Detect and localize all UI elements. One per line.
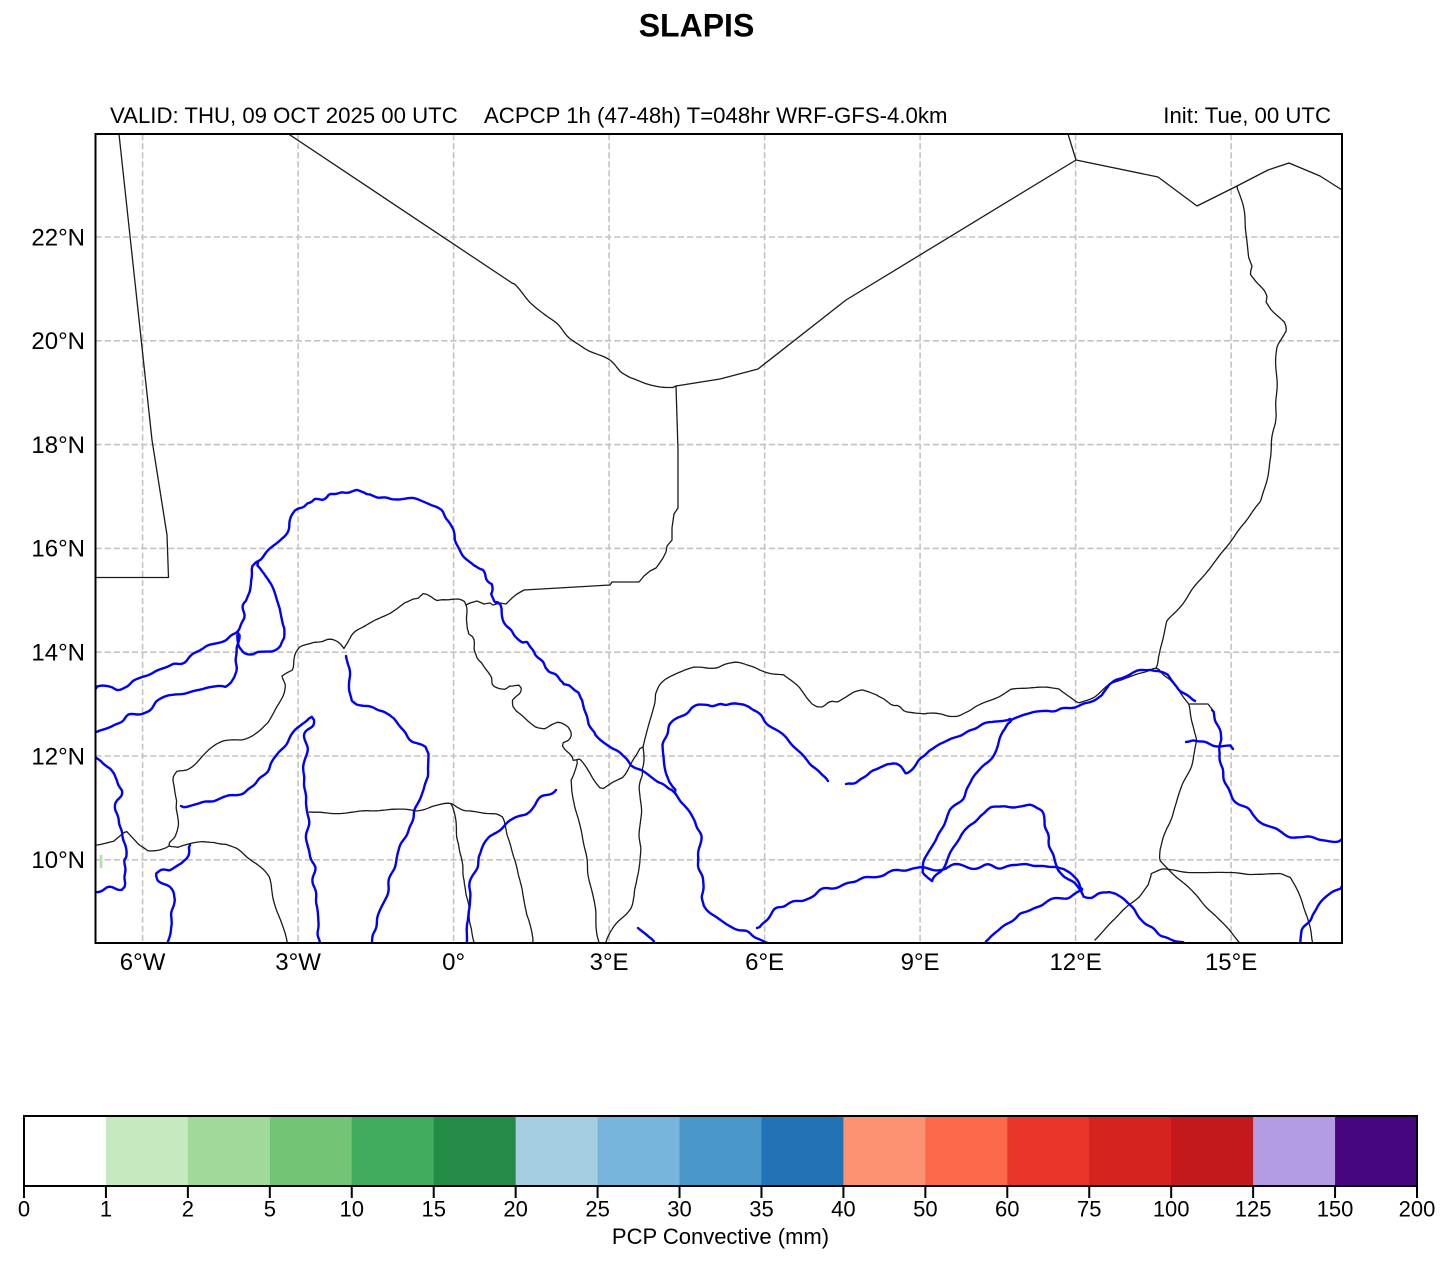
svg-text:Init: Tue, 00 UTC: Init: Tue, 00 UTC [1163,103,1331,128]
svg-text:6°E: 6°E [745,949,784,976]
svg-text:6°W: 6°W [120,949,166,976]
svg-text:15°E: 15°E [1205,949,1257,976]
svg-text:SLAPIS: SLAPIS [639,8,755,44]
svg-text:3°W: 3°W [275,949,321,976]
svg-text:PCP Convective (mm): PCP Convective (mm) [612,1224,829,1249]
svg-text:16°N: 16°N [31,536,85,563]
svg-text:12°N: 12°N [31,743,85,770]
svg-text:30: 30 [667,1197,691,1222]
svg-text:9°E: 9°E [901,949,940,976]
svg-text:15: 15 [421,1197,445,1222]
svg-text:100: 100 [1153,1197,1190,1222]
svg-text:20: 20 [503,1197,527,1222]
svg-text:12°E: 12°E [1049,949,1101,976]
svg-text:20°N: 20°N [31,328,85,355]
svg-text:150: 150 [1317,1197,1354,1222]
svg-text:22°N: 22°N [31,224,85,251]
svg-text:VALID: THU, 09 OCT 2025 00 UTC: VALID: THU, 09 OCT 2025 00 UTC [110,103,458,128]
svg-text:2: 2 [182,1197,194,1222]
svg-text:75: 75 [1077,1197,1101,1222]
svg-text:50: 50 [913,1197,937,1222]
svg-text:14°N: 14°N [31,640,85,667]
svg-text:125: 125 [1235,1197,1272,1222]
svg-text:18°N: 18°N [31,432,85,459]
svg-text:25: 25 [585,1197,609,1222]
svg-text:40: 40 [831,1197,855,1222]
svg-text:200: 200 [1399,1197,1436,1222]
svg-text:0°: 0° [442,949,465,976]
svg-text:0: 0 [18,1197,30,1222]
svg-text:1: 1 [100,1197,112,1222]
svg-text:10: 10 [340,1197,364,1222]
svg-text:10°N: 10°N [31,847,85,874]
svg-text:ACPCP 1h (47-48h) T=048hr WRF-: ACPCP 1h (47-48h) T=048hr WRF-GFS-4.0km [484,103,947,128]
svg-text:35: 35 [749,1197,773,1222]
svg-text:5: 5 [264,1197,276,1222]
svg-text:60: 60 [995,1197,1019,1222]
svg-text:3°E: 3°E [590,949,629,976]
